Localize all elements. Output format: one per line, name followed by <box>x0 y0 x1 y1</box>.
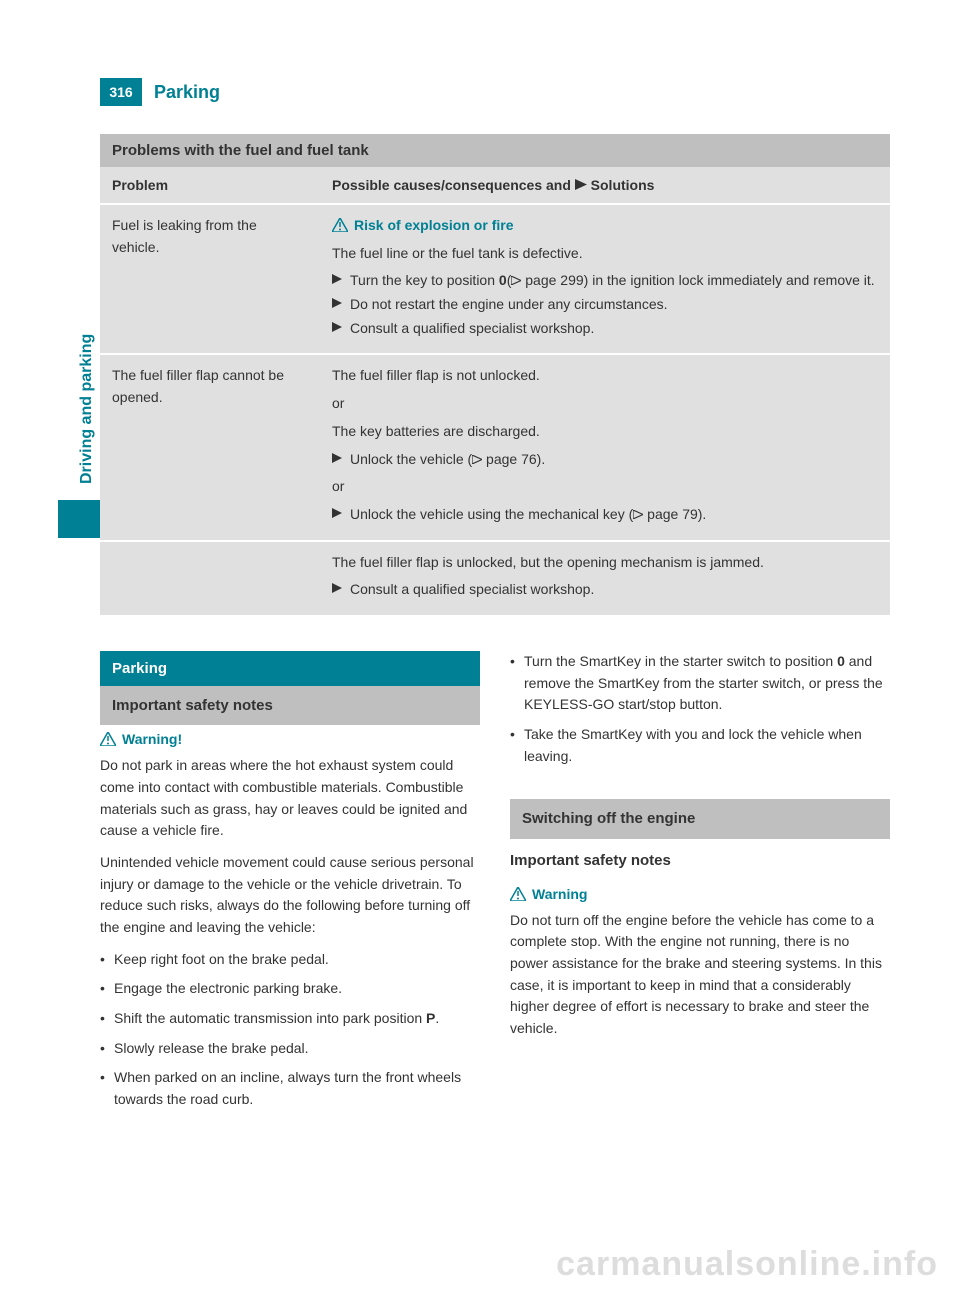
warning-heading: Warning! <box>100 725 480 755</box>
action-arrow-icon <box>332 504 350 526</box>
solution-cell: Risk of explosion or fire The fuel line … <box>320 205 890 353</box>
or-text: or <box>332 393 878 415</box>
list-item: •Turn the SmartKey in the starter switch… <box>510 651 890 716</box>
left-column: Parking Important safety notes Warning! … <box>100 651 480 1119</box>
problem-cell <box>100 542 320 615</box>
bullet-list: •Turn the SmartKey in the starter switch… <box>510 651 890 767</box>
page-content: 316 Parking Problems with the fuel and f… <box>100 78 890 1119</box>
action-text: Turn the key to position 0( page 299) in… <box>350 270 875 292</box>
bullet-text: Shift the automatic transmission into pa… <box>114 1008 439 1030</box>
two-column-layout: Parking Important safety notes Warning! … <box>100 651 890 1119</box>
bullet-icon: • <box>100 978 114 1000</box>
problem-cell: Fuel is leaking from the vehicle. <box>100 205 320 353</box>
side-tab-label: Driving and parking <box>78 284 96 484</box>
warning-para: Do not turn off the engine before the ve… <box>510 910 890 1040</box>
bullet-icon: • <box>100 1038 114 1060</box>
action-text: Consult a qualified specialist workshop. <box>350 318 594 340</box>
list-item: •Slowly release the brake pedal. <box>100 1038 480 1060</box>
list-item: •When parked on an incline, always turn … <box>100 1067 480 1110</box>
action-text: Unlock the vehicle using the mechanical … <box>350 504 706 526</box>
section-subheading: Switching off the engine <box>510 799 890 838</box>
or-text: or <box>332 476 878 498</box>
warning-triangle-icon <box>510 887 526 901</box>
action-item: Unlock the vehicle using the mechanical … <box>332 504 878 526</box>
cause-text: The key batteries are discharged. <box>332 421 878 443</box>
solution-cell: The fuel filler flap is not unlocked. or… <box>320 355 890 539</box>
warning-label: Warning! <box>122 731 182 747</box>
bullet-icon: • <box>100 949 114 971</box>
page-ref-icon <box>511 276 521 285</box>
table-header-row: Problem Possible causes/consequences and… <box>100 167 890 203</box>
bullet-icon: • <box>100 1067 114 1110</box>
action-text: Unlock the vehicle ( page 76). <box>350 449 545 471</box>
action-arrow-icon <box>332 579 350 601</box>
action-item: Consult a qualified specialist workshop. <box>332 579 878 601</box>
warning-label: Warning <box>532 886 587 902</box>
list-item: •Engage the electronic parking brake. <box>100 978 480 1000</box>
action-arrow-icon <box>332 449 350 471</box>
bullet-text: Engage the electronic parking brake. <box>114 978 342 1000</box>
page-title: Parking <box>142 78 220 106</box>
section-subheading: Important safety notes <box>100 686 480 725</box>
right-column: •Turn the SmartKey in the starter switch… <box>510 651 890 1119</box>
warning-triangle-icon <box>332 218 348 232</box>
page-number: 316 <box>100 78 142 106</box>
side-tab: Driving and parking <box>58 294 100 494</box>
cause-text: The fuel line or the fuel tank is defect… <box>332 243 878 265</box>
sub-heading: Important safety notes <box>510 849 890 872</box>
page-header: 316 Parking <box>100 78 890 106</box>
action-text: Do not restart the engine under any circ… <box>350 294 668 316</box>
action-item: Do not restart the engine under any circ… <box>332 294 878 316</box>
cause-text: The fuel filler flap is unlocked, but th… <box>332 552 878 574</box>
table-row: The fuel filler flap cannot be opened. T… <box>100 353 890 539</box>
bullet-icon: • <box>100 1008 114 1030</box>
table-row: Fuel is leaking from the vehicle. Risk o… <box>100 203 890 353</box>
bullet-text: Turn the SmartKey in the starter switch … <box>524 651 890 716</box>
page-ref-icon <box>633 510 643 519</box>
list-item: •Keep right foot on the brake pedal. <box>100 949 480 971</box>
bullet-icon: • <box>510 724 524 767</box>
cause-text: The fuel filler flap is not unlocked. <box>332 365 878 387</box>
risk-text: Risk of explosion or fire <box>354 217 513 233</box>
action-item: Consult a qualified specialist workshop. <box>332 318 878 340</box>
table-col-problem: Problem <box>100 167 320 203</box>
action-item: Unlock the vehicle ( page 76). <box>332 449 878 471</box>
risk-warning: Risk of explosion or fire <box>332 215 878 237</box>
action-arrow-icon <box>332 294 350 316</box>
list-item: •Shift the automatic transmission into p… <box>100 1008 480 1030</box>
bullet-text: Slowly release the brake pedal. <box>114 1038 309 1060</box>
action-item: Turn the key to position 0( page 299) in… <box>332 270 878 292</box>
warning-para: Unintended vehicle movement could cause … <box>100 852 480 939</box>
solution-cell: The fuel filler flap is unlocked, but th… <box>320 542 890 615</box>
list-item: •Take the SmartKey with you and lock the… <box>510 724 890 767</box>
watermark: carmanualsonline.info <box>556 1245 938 1284</box>
side-tab-block <box>58 500 100 538</box>
table-col-solutions: Possible causes/consequences and Solutio… <box>320 167 890 203</box>
bullet-text: Take the SmartKey with you and lock the … <box>524 724 890 767</box>
bullet-list: •Keep right foot on the brake pedal. •En… <box>100 949 480 1111</box>
bullet-text: When parked on an incline, always turn t… <box>114 1067 480 1110</box>
bullet-text: Keep right foot on the brake pedal. <box>114 949 329 971</box>
col2-prefix: Possible causes/consequences and <box>332 177 575 193</box>
warning-heading: Warning <box>510 880 890 910</box>
page-ref-icon <box>472 455 482 464</box>
solutions-arrow-icon <box>575 179 587 190</box>
action-arrow-icon <box>332 270 350 292</box>
troubleshooting-table: Problems with the fuel and fuel tank Pro… <box>100 134 890 615</box>
warning-para: Do not park in areas where the hot exhau… <box>100 755 480 842</box>
action-text: Consult a qualified specialist workshop. <box>350 579 594 601</box>
action-arrow-icon <box>332 318 350 340</box>
warning-triangle-icon <box>100 732 116 746</box>
problem-cell: The fuel filler flap cannot be opened. <box>100 355 320 539</box>
section-heading-parking: Parking <box>100 651 480 686</box>
table-row: The fuel filler flap is unlocked, but th… <box>100 540 890 615</box>
bullet-icon: • <box>510 651 524 716</box>
table-section-title: Problems with the fuel and fuel tank <box>100 134 890 167</box>
col2-suffix: Solutions <box>587 177 655 193</box>
